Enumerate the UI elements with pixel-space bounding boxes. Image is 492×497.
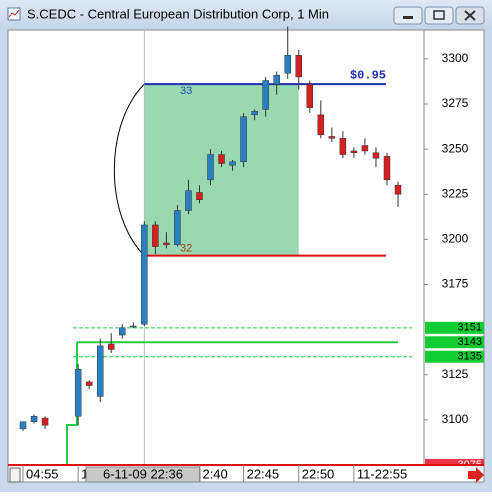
candle-body (163, 242, 170, 246)
candle-body (152, 224, 159, 247)
scroll-right-arrow[interactable] (468, 467, 484, 483)
measure-arc (113, 83, 145, 256)
y-tick-label: 3175 (442, 277, 469, 291)
candle-body (107, 343, 115, 350)
candle-body (207, 154, 214, 181)
y-tick-label: 3275 (442, 96, 469, 110)
candle-body (383, 156, 391, 181)
x-cursor-label: 6-11-09 22:36 (103, 466, 183, 481)
y-tick-label: 3200 (442, 232, 469, 246)
candle-body (306, 83, 314, 108)
y-tick-label: 3225 (442, 186, 469, 200)
candle-body (218, 154, 225, 164)
candle-body (284, 55, 291, 74)
x-tick-label: 22:50 (302, 466, 335, 481)
x-tick-label: 22:45 (247, 466, 280, 481)
candle-body (185, 190, 192, 211)
close-button[interactable] (455, 6, 485, 25)
candle-body (350, 150, 358, 153)
candle-body (394, 184, 402, 195)
minimize-button[interactable] (393, 6, 423, 25)
x-cursor-box (85, 466, 201, 483)
candle-body (273, 74, 280, 85)
measure-label: $0.95 (350, 68, 386, 82)
candle-body (174, 210, 181, 246)
candle-body (96, 345, 104, 397)
scroll-box[interactable] (9, 467, 21, 483)
candle-body (41, 417, 49, 426)
level-label: 3143 (458, 336, 482, 348)
x-tick-label: 1 (81, 466, 88, 481)
candle-body (30, 416, 38, 422)
candle-body (251, 110, 258, 116)
x-tick-label: 04:55 (26, 466, 59, 481)
candle-body (339, 138, 347, 155)
level-label-box (425, 350, 484, 363)
candle-body (295, 55, 302, 78)
measure-box (144, 84, 299, 256)
candle-body (119, 327, 126, 336)
candle-body (74, 369, 82, 417)
y-tick-label: 3250 (442, 141, 469, 155)
candle-body (196, 192, 203, 200)
candle-body (85, 381, 93, 386)
candle-body (328, 136, 336, 139)
candle-body (372, 152, 380, 159)
level-label-box (425, 336, 484, 349)
y-tick-label: 3100 (442, 412, 469, 426)
candle-body (361, 145, 369, 152)
y-tick-label: 3300 (442, 51, 469, 65)
measure-bottom-label: 32 (180, 243, 192, 255)
level-label-box (425, 321, 484, 334)
x-tick-label: 2:40 (202, 466, 227, 481)
maximize-button[interactable] (424, 6, 454, 25)
level-label: 3151 (458, 322, 482, 334)
app-icon-glyph (8, 9, 20, 18)
candle-body (141, 224, 148, 325)
candle-body (240, 116, 247, 163)
candle-body (19, 421, 27, 430)
candle-body (262, 80, 269, 110)
measure-top-label: 33 (180, 85, 192, 97)
candle-body (317, 114, 325, 135)
candle-body (130, 325, 137, 328)
y-tick-label: 3125 (442, 367, 469, 381)
candle-body (229, 161, 236, 166)
level-label: 3135 (458, 351, 482, 363)
x-tick-label: 11-22:55 (357, 466, 407, 481)
window-title: S.CEDC - Central European Distribution C… (27, 6, 329, 21)
